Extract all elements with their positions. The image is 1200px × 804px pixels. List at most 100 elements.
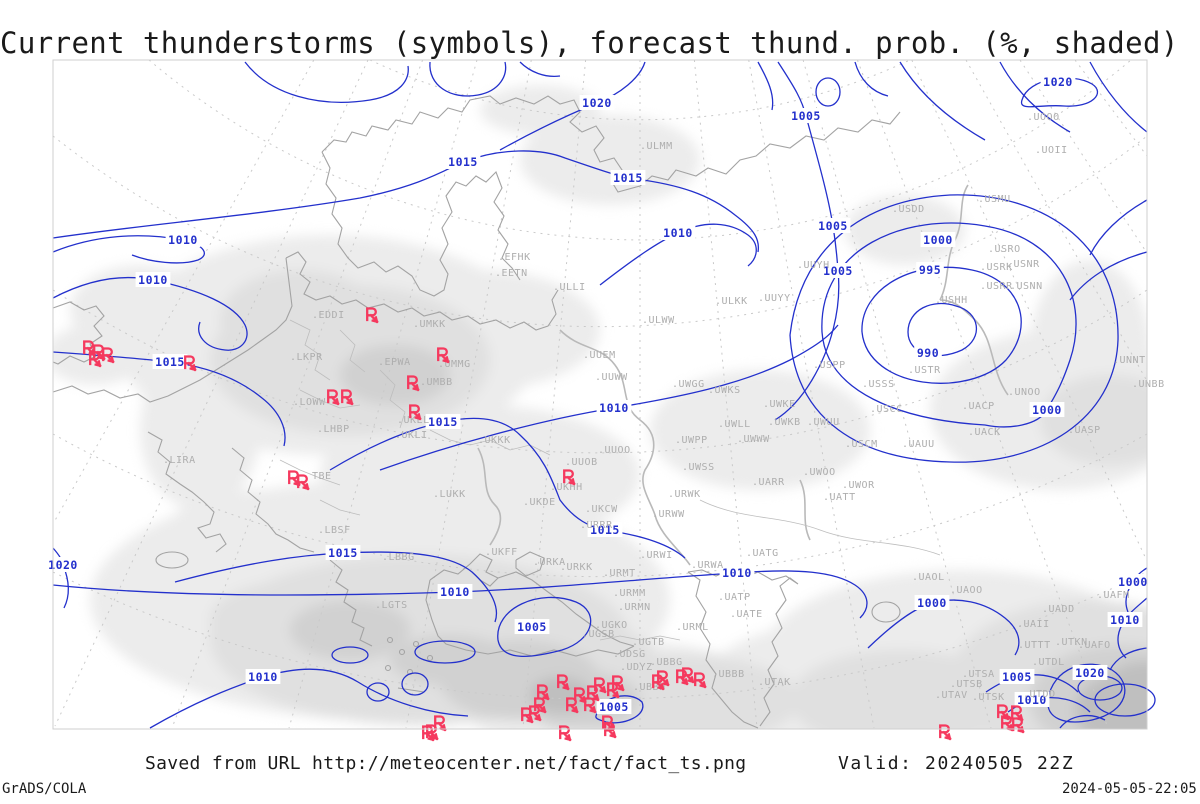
isobar-value-label: 1010 <box>1017 693 1047 707</box>
isobar-value-label: 1015 <box>448 155 478 169</box>
station-label: .USCC <box>870 404 903 415</box>
station-label: .UNBB <box>1132 379 1165 390</box>
station-label: .UOOO <box>1027 112 1060 123</box>
station-label: .UAFM <box>1097 590 1130 601</box>
station-label: .UACK <box>968 427 1001 438</box>
isobar-value-label: 990 <box>917 346 939 360</box>
isobar-label-box <box>1029 402 1065 417</box>
station-label: .UWWW <box>737 434 770 445</box>
isobar-label-box <box>152 354 188 369</box>
isobar-value-label: 1000 <box>923 233 953 247</box>
station-label: .UTSA <box>962 669 995 680</box>
isobar-label-box <box>596 400 632 415</box>
isobar-label-box <box>1040 74 1076 89</box>
isobar-label-box <box>610 170 646 185</box>
station-label: .UBBN <box>633 682 666 693</box>
station-label: .UUYY <box>758 293 791 304</box>
station-label: .UWKS <box>708 385 741 396</box>
station-label: .URML <box>676 622 709 633</box>
isobar-label-box <box>920 232 956 247</box>
station-label: .UGKO <box>595 620 628 631</box>
station-label: .URWA <box>691 560 724 571</box>
station-label: .UGTB <box>632 637 665 648</box>
isobar-value-label: 1010 <box>599 401 629 415</box>
station-label: .UWLL <box>718 419 751 430</box>
station-label: .UKFF <box>485 547 518 558</box>
station-label: .EDDI <box>312 310 345 321</box>
station-label: .UWKB <box>768 417 801 428</box>
station-label: .UKDE <box>523 497 556 508</box>
station-label: .LKPR <box>290 352 323 363</box>
station-label: TBE <box>312 471 332 482</box>
station-label: .URMM <box>613 588 646 599</box>
station-label: .UWGG <box>672 379 705 390</box>
station-label: .UMKK <box>413 319 446 330</box>
station-label: .USSS <box>862 379 895 390</box>
isobar-label-box <box>437 584 473 599</box>
isobar-label-box <box>1107 612 1143 627</box>
station-label: .EPWA <box>378 357 411 368</box>
station-label: .UOII <box>1035 145 1068 156</box>
station-label: .URRR <box>580 520 613 531</box>
station-label: .UUEM <box>583 350 616 361</box>
isobar-value-label: 1020 <box>48 558 78 572</box>
isobar-label-box <box>587 522 623 537</box>
station-label: .UUWW <box>595 372 628 383</box>
station-label: .URKA <box>533 557 566 568</box>
isobar-label-box <box>245 669 281 684</box>
station-label: .UAOL <box>912 572 945 583</box>
isobar-value-label: 1015 <box>428 415 458 429</box>
station-label: .ULLI <box>553 282 586 293</box>
station-label: .URWI <box>640 550 673 561</box>
isobar-value-label: 1000 <box>1032 403 1062 417</box>
isobar-value-label: 1015 <box>613 171 643 185</box>
station-label: .UKCW <box>585 504 618 515</box>
station-label: .UAFO <box>1078 640 1111 651</box>
station-label: .UNNT <box>1113 355 1146 366</box>
station-label: .UNOO <box>1008 387 1041 398</box>
isobar-label-box <box>445 154 481 169</box>
isobar-label-box <box>914 595 950 610</box>
station-label: .USNN <box>1010 281 1043 292</box>
station-label: .ULMM <box>640 141 673 152</box>
station-label: .UMMG <box>438 359 471 370</box>
isobar-value-label: 1015 <box>328 546 358 560</box>
station-label: .LOWW <box>293 397 326 408</box>
map-frame <box>52 59 1148 730</box>
station-label: .UKKK <box>478 435 511 446</box>
station-label: .UAOO <box>950 585 983 596</box>
station-label: .URMT <box>603 568 636 579</box>
isobar-value-label: 1000 <box>917 596 947 610</box>
isobar-value-label: 1010 <box>440 585 470 599</box>
map-title: Current thunderstorms (symbols), forecas… <box>0 26 1179 60</box>
station-label: .URMN <box>618 602 651 613</box>
isobar-label-box <box>815 218 851 233</box>
isobar-label-box <box>596 699 632 714</box>
isobar-label-layer: 1010 1010 1015 1015 1020 1015 1010 1005 1020 1005… <box>45 74 1151 714</box>
station-label: .UMBB <box>420 377 453 388</box>
isobar-value-label: 1015 <box>155 355 185 369</box>
station-label: .UWKE <box>763 399 796 410</box>
station-label: .UKLI <box>395 430 428 441</box>
station-label: .UACP <box>962 401 995 412</box>
isobar-label-box <box>916 262 944 277</box>
isobar-layer <box>52 61 1156 729</box>
station-label: .USPP <box>813 360 846 371</box>
station-label: .UTKN <box>1055 637 1088 648</box>
station-label: .UBBB <box>712 669 745 680</box>
station-label: .UKLL <box>397 415 430 426</box>
isobar-value-label: 1005 <box>791 109 821 123</box>
isobar-label-box <box>719 565 755 580</box>
isobar-label-box <box>660 225 696 240</box>
station-label: .USHH <box>935 295 968 306</box>
isobar-value-label: 1020 <box>1043 75 1073 89</box>
isobar-label-box <box>579 95 615 110</box>
isobar-label-box <box>1115 574 1151 589</box>
datetime-stamp: 2024-05-05-22:05 <box>1062 781 1197 797</box>
isobar-value-label: 1010 <box>168 233 198 247</box>
isobar-label-box <box>45 557 81 572</box>
isobar-label-box <box>135 272 171 287</box>
